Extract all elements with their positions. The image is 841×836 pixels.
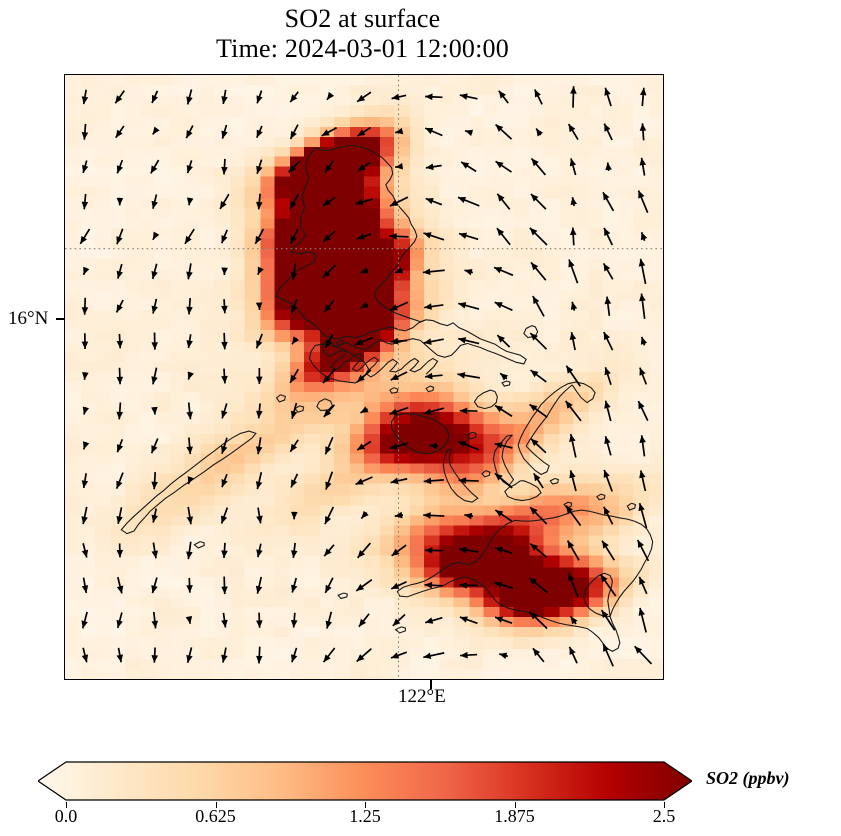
- colorbar-tick-label: 2.5: [652, 806, 676, 826]
- title-line-variable: SO2 at surface: [284, 4, 441, 33]
- colorbar: [38, 761, 692, 801]
- x-axis-tick-mark: [430, 680, 432, 689]
- colorbar-tick-mark: [365, 802, 367, 808]
- colorbar-axis-label: SO2 (ppbv): [706, 768, 790, 788]
- colorbar-tick-mark: [66, 802, 68, 808]
- colorbar-tick-label: 0.625: [195, 806, 236, 826]
- colorbar-tick-mark: [664, 802, 666, 808]
- colorbar-tick-label: 0.0: [54, 806, 78, 826]
- colorbar-tick-mark: [215, 802, 217, 808]
- colorbar-tick-label: 1.875: [494, 806, 535, 826]
- y-axis-tick-mark: [56, 318, 65, 320]
- map-plot-area: [64, 74, 664, 680]
- figure-title: SO2 at surface Time: 2024-03-01 12:00:00: [0, 4, 725, 64]
- colorbar-tick-labels: 0.0 0.625 1.25 1.875 2.5: [0, 806, 725, 830]
- title-line-timestamp: Time: 2024-03-01 12:00:00: [216, 34, 509, 63]
- so2-heatmap-raster: [65, 75, 663, 679]
- colorbar-tick-mark: [514, 802, 516, 808]
- colorbar-tick-label: 1.25: [349, 806, 381, 826]
- x-axis-tick-label-122e: 122°E: [398, 686, 446, 707]
- y-axis-tick-label-16n: 16°N: [8, 308, 49, 329]
